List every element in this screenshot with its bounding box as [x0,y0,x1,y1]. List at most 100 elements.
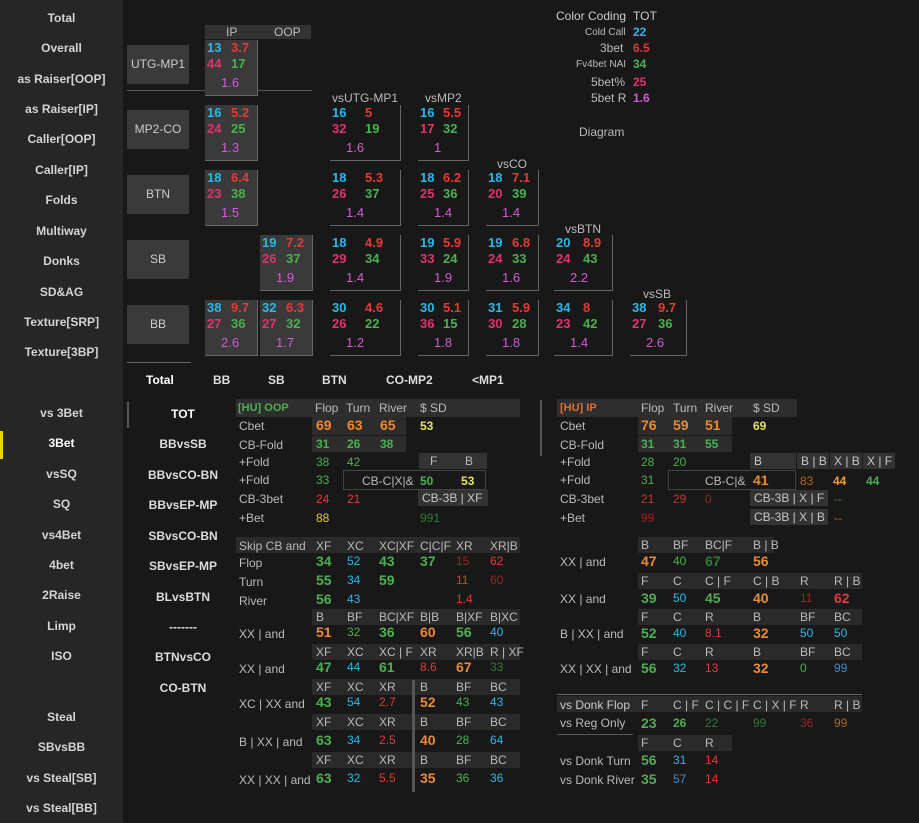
subnav-bbvssb[interactable]: BBvsSB [159,437,207,451]
sidebar-item-texture-srp[interactable]: Texture[SRP] [23,315,100,329]
sidebar-item-sd-ag[interactable]: SD&AG [39,285,84,299]
sidebar-item-vs4bet[interactable]: vs4Bet [41,528,82,542]
five-bet-pct-value: 36 [420,316,435,331]
sidebar-item-steal[interactable]: Steal [47,710,76,724]
oop-bet-value2: 991 [420,511,441,525]
cold-call-value: 19 [420,235,435,250]
sidebar-item-4bet[interactable]: 4bet [49,558,74,572]
oop-col-header: B [420,715,429,729]
tab-bb[interactable]: BB [213,373,231,387]
ip-driver-value: 57 [673,772,687,786]
sidebar-item-iso[interactable]: ISO [51,649,72,663]
oop-xxxx-value: 63 [316,770,332,786]
subnav-sbvsep-mp[interactable]: SBvsEP-MP [148,559,218,573]
ip-col-header: C [673,574,682,588]
tab-btn[interactable]: BTN [322,373,347,387]
oop-col-header: B [316,610,325,624]
oop-bxx-label: B | XX | and [239,735,303,749]
three-bet-value: 5.9 [512,300,531,315]
subnav-bbvsco-bn[interactable]: BBvsCO-BN [147,468,218,482]
subnav-tot[interactable]: TOT [171,407,195,421]
subnav-co-btn[interactable]: CO-BTN [159,681,207,695]
legend-3bet-label: 3bet [600,41,624,55]
sidebar-item-vs-steal-sb[interactable]: vs Steal[SB] [26,771,97,785]
oop-col-header: BC [490,753,507,767]
position-sb: SB [127,240,189,279]
tab-sb[interactable]: SB [268,373,285,387]
ip-cb3bxb-value: -- [834,511,842,525]
subnav-sbvsco-bn[interactable]: SBvsCO-BN [148,529,218,543]
sidebar-item-sq[interactable]: SQ [52,497,71,511]
sidebar-item-as-raiser-oop[interactable]: as Raiser[OOP] [17,72,106,86]
oop-flop-value: 62 [490,554,504,568]
legend-5bet-r-value: 1.6 [633,91,650,105]
sidebar-item-3bet[interactable]: 3Bet [48,436,75,450]
sidebar-item-multiway[interactable]: Multiway [36,224,87,238]
ip-cb3bxf-value: -- [834,492,842,506]
sidebar-item-caller-oop[interactable]: Caller[OOP] [27,132,96,146]
five-bet-r-value: 1.8 [434,335,453,350]
sidebar-item-limp[interactable]: Limp [47,619,76,633]
oop-cbet-sd: 53 [420,419,434,433]
cold-call-value: 30 [420,300,435,315]
sidebar-item-vssq[interactable]: vsSQ [46,467,77,481]
matchup-cell: 16 5.5 17 32 1 [418,105,469,161]
oop-cb3bxf-label: CB-3B | XF [418,490,488,506]
tab-co-mp2[interactable]: CO-MP2 [386,373,433,387]
donk-col-header: R [800,698,809,712]
donk-col-header: R | B [834,698,861,712]
ip-pfold-label: +Fold [560,455,591,469]
ip-bxx-value: 50 [834,626,848,640]
ip-cbfold-flop: 31 [641,437,655,451]
oop-xxxx-value: 36 [456,771,470,785]
ip-col-header: C [673,610,682,624]
oop-bxx-value: 2.5 [379,733,396,747]
ip-cbfold-label: CB-Fold [560,438,605,452]
ip-cbet-sd: 69 [753,419,767,433]
legend-cold-call-label: Cold Call [585,27,626,38]
ip-dturn-value: 31 [673,753,687,767]
three-bet-value: 3.7 [231,40,250,55]
sidebar-item-texture-3bp[interactable]: Texture[3BP] [24,345,99,359]
oop-xx2-value: 33 [490,660,504,674]
sidebar-item-folds[interactable]: Folds [45,193,78,207]
oop-cbfold-flop: 31 [316,437,330,451]
oop-xx_hdr-header-row [312,609,520,625]
sidebar-item-sbvsbb[interactable]: SBvsBB [37,740,86,754]
sidebar-item-donks[interactable]: Donks [43,254,80,268]
ip-col-header: C [673,645,682,659]
oop-flop-label: Flop [239,556,263,570]
subnav-btnvsco[interactable]: BTNvsCO [154,650,211,664]
sidebar-item-as-raiser-ip[interactable]: as Raiser[IP] [25,102,98,116]
oop-col-header: XR [420,645,437,659]
ip-col-header: F [641,574,649,588]
fv4bet-value: 32 [286,316,301,331]
oop-xx-value: 32 [347,625,361,639]
sidebar-item-caller-ip[interactable]: Caller[IP] [35,163,88,177]
ip-col-header: F [641,610,649,624]
position-mp2-co: MP2-CO [127,110,189,149]
five-bet-pct-value: 27 [632,316,647,331]
three-bet-value: 8 [583,300,591,315]
oop-xx2-value: 8.6 [420,660,437,674]
sidebar-item-2raise[interactable]: 2Raise [42,588,81,602]
oop-col-header: XC [347,753,364,767]
subnav-blvsbtn[interactable]: BLvsBTN [155,590,210,604]
sidebar-item-total[interactable]: Total [47,11,76,25]
oop-col-header: B|XC [490,610,518,624]
sidebar-item-overall[interactable]: Overall [41,41,82,55]
tab-mp1[interactable]: <MP1 [472,373,504,387]
sidebar-item-vs-steal-bb[interactable]: vs Steal[BB] [26,801,97,815]
oop-flop-value: 34 [316,553,332,569]
cold-call-value: 34 [556,300,571,315]
matchup-cell: 38 9.7 27 36 2.6 [205,300,258,356]
oop-turn-value: 60 [490,573,504,587]
subnav-bbvsep-mp[interactable]: BBvsEP-MP [148,498,218,512]
legend-3bet-value: 6.5 [633,41,650,55]
five-bet-r-value: 1.4 [346,205,365,220]
tab-total[interactable]: Total [146,373,174,387]
legend-fv4bet-label: Fv4bet NAI [576,59,627,70]
oop-col-header: BF [456,680,472,694]
ip-cbc-b: 41 [753,472,769,488]
sidebar-item-vs-3bet[interactable]: vs 3Bet [40,406,83,420]
